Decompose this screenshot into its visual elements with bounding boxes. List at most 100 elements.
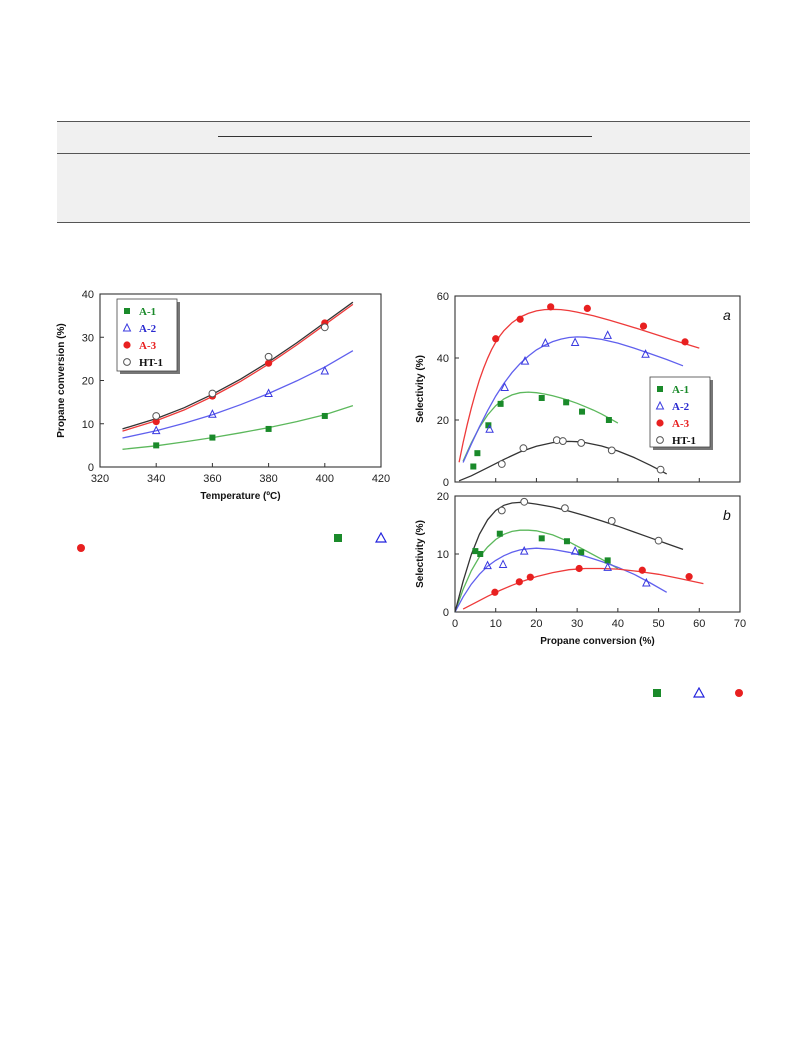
y-tick-label: 0 — [88, 462, 94, 474]
legend-marker-A-1 — [657, 386, 663, 392]
y-tick-label: 10 — [82, 419, 94, 431]
y-tick-label: 40 — [82, 289, 94, 301]
caption-marker-a3-right — [735, 689, 743, 697]
data-point-A-1 — [265, 425, 272, 432]
data-point-A-2 — [642, 577, 651, 587]
y-tick-label: 20 — [437, 491, 449, 503]
data-point-A-1 — [497, 400, 504, 407]
y-axis-label: Selectivity (%) — [415, 355, 426, 423]
data-point-A-2 — [264, 388, 273, 397]
data-point-A-3 — [491, 588, 499, 596]
legend-label-A-2: A-2 — [672, 401, 690, 413]
data-point-A-2 — [641, 349, 650, 358]
fit-curve-A-3 — [458, 308, 700, 463]
data-point-A-3 — [685, 573, 693, 581]
y-axis-label: Propane conversion (%) — [56, 323, 67, 437]
legend-label-HT-1: HT-1 — [672, 435, 696, 447]
y-tick-label: 30 — [82, 332, 94, 344]
legend-marker-HT-1 — [656, 436, 664, 444]
table-header-underline — [218, 136, 592, 137]
data-point-HT-1 — [558, 437, 567, 445]
data-point-A-1 — [477, 551, 484, 557]
fit-curve-A-3 — [122, 303, 354, 432]
data-point-A-3 — [583, 304, 591, 312]
data-point-HT-1 — [320, 323, 329, 332]
table-header-rule — [57, 153, 750, 154]
legend-marker-HT-1 — [123, 358, 131, 366]
panel-label: b — [723, 507, 731, 523]
x-tick-label: 0 — [452, 618, 458, 630]
data-point-HT-1 — [561, 504, 569, 513]
legend-marker-A-2 — [122, 322, 132, 332]
selectivity-b-svg: 0 10 20 0 10 20 30 40 50 60 70 Propane conversion (… — [415, 491, 746, 647]
data-point-A-2 — [500, 382, 509, 391]
data-point-A-2 — [603, 562, 612, 571]
y-tick-label: 20 — [437, 415, 449, 427]
y-tick-label: 0 — [443, 607, 449, 619]
legend-label-A-1: A-1 — [672, 384, 689, 396]
fit-curve-HT-1 — [122, 301, 354, 430]
data-point-A-2 — [483, 560, 492, 570]
x-tick-label: 70 — [734, 618, 746, 630]
legend-label-A-3: A-3 — [139, 340, 157, 352]
caption-marker-a2-left — [375, 532, 387, 543]
y-tick-label: 0 — [443, 477, 449, 489]
data-point-A-1 — [563, 399, 570, 406]
data-point-A-2 — [485, 424, 494, 433]
fit-curve-A-1 — [122, 404, 354, 450]
caption-marker-a1-right — [653, 689, 661, 697]
plot-frame — [454, 495, 741, 613]
data-point-A-1 — [470, 463, 477, 470]
x-tick-label: 360 — [203, 473, 221, 485]
data-point-A-1 — [321, 412, 328, 419]
data-point-A-2 — [519, 545, 529, 555]
x-tick-label: 20 — [530, 618, 542, 630]
data-point-A-2 — [151, 425, 161, 435]
y-tick-label: 10 — [437, 549, 449, 561]
y-tick-label: 40 — [437, 353, 449, 365]
conversion-vs-temperature-svg: 0 10 20 30 40 320 340 360 380 400 420 Temperature (… — [56, 289, 390, 502]
x-tick-label: 40 — [612, 618, 624, 630]
fit-curve-A-2 — [462, 336, 684, 463]
data-point-A-2 — [520, 355, 530, 365]
data-point-A-1 — [472, 548, 479, 555]
data-point-A-2 — [570, 545, 580, 555]
legend-marker-A-3 — [656, 419, 664, 427]
legend-label-A-1: A-1 — [139, 306, 156, 318]
data-point-A-1 — [578, 549, 585, 556]
data-point-HT-1 — [152, 412, 161, 420]
caption-marker-a3-left — [77, 544, 85, 552]
x-tick-label: 50 — [652, 618, 664, 630]
data-point-A-3 — [515, 578, 523, 586]
fit-curve-A-1 — [454, 529, 619, 613]
data-point-A-3 — [681, 338, 689, 346]
data-point-A-1 — [605, 417, 612, 423]
data-point-A-1 — [209, 434, 216, 441]
data-point-A-3 — [526, 573, 534, 581]
y-tick-label: 60 — [437, 291, 449, 303]
data-point-A-1 — [496, 530, 503, 537]
data-point-HT-1 — [520, 497, 529, 506]
data-point-HT-1 — [656, 465, 665, 474]
x-tick-label: 10 — [490, 618, 502, 630]
data-point-A-2 — [603, 330, 612, 339]
data-point-A-2 — [541, 338, 550, 347]
data-point-HT-1 — [607, 446, 616, 455]
legend-label-A-3: A-3 — [672, 418, 690, 430]
data-point-A-2 — [208, 409, 217, 418]
data-point-A-1 — [538, 394, 545, 401]
data-point-A-1 — [485, 422, 492, 429]
x-tick-label: 340 — [147, 473, 165, 485]
data-point-A-3 — [152, 417, 160, 426]
fit-curve-A-1 — [462, 391, 619, 462]
data-point-HT-1 — [519, 444, 528, 453]
fit-curve-A-2 — [454, 547, 668, 613]
data-point-A-3 — [547, 303, 555, 311]
x-tick-label: 60 — [693, 618, 705, 630]
data-point-HT-1 — [497, 460, 506, 468]
caption-marker-a2-right — [693, 687, 705, 698]
x-tick-label: 380 — [259, 473, 277, 485]
data-point-HT-1 — [607, 517, 616, 525]
data-point-HT-1 — [577, 439, 586, 447]
data-point-A-3 — [575, 564, 583, 573]
